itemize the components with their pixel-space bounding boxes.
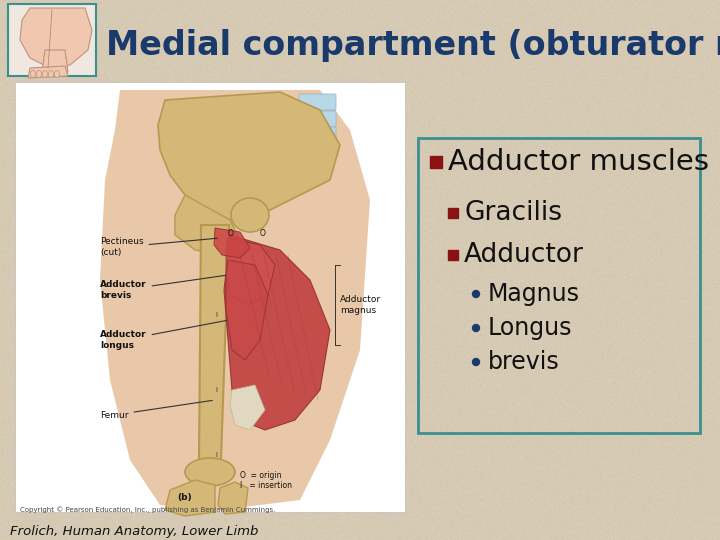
Text: Adductor
longus: Adductor longus [100, 321, 226, 350]
FancyBboxPatch shape [299, 94, 336, 110]
FancyBboxPatch shape [299, 111, 336, 127]
FancyBboxPatch shape [8, 4, 96, 76]
Text: I   = insertion: I = insertion [240, 481, 292, 490]
Ellipse shape [48, 71, 53, 78]
Polygon shape [100, 90, 370, 510]
Text: (b): (b) [178, 493, 192, 502]
Text: O  = origin: O = origin [240, 471, 282, 480]
FancyBboxPatch shape [299, 127, 336, 143]
Ellipse shape [37, 71, 42, 78]
Text: Pectineus
(cut): Pectineus (cut) [100, 237, 217, 256]
Bar [448, 250, 458, 260]
Text: Magnus: Magnus [488, 282, 580, 306]
Text: Copyright © Pearson Education, Inc., publishing as Benjamin Cummings.: Copyright © Pearson Education, Inc., pub… [20, 507, 275, 513]
Text: Longus: Longus [488, 316, 572, 340]
Ellipse shape [42, 71, 48, 78]
Polygon shape [20, 8, 92, 68]
Text: brevis: brevis [488, 350, 559, 374]
Polygon shape [230, 385, 265, 430]
Polygon shape [214, 228, 250, 258]
Ellipse shape [231, 198, 269, 232]
Ellipse shape [472, 359, 480, 366]
Polygon shape [28, 66, 68, 78]
Bar [448, 208, 458, 218]
Text: Gracilis: Gracilis [464, 200, 562, 226]
Ellipse shape [472, 291, 480, 298]
Text: Adductor
brevis: Adductor brevis [100, 275, 225, 300]
Text: O: O [260, 230, 266, 239]
Polygon shape [165, 480, 215, 516]
Polygon shape [218, 482, 248, 514]
Text: Adductor muscles: Adductor muscles [448, 148, 709, 176]
Text: Adductor
magnus: Adductor magnus [340, 295, 381, 315]
Polygon shape [226, 238, 275, 305]
Bar [430, 156, 442, 168]
Ellipse shape [55, 71, 60, 78]
Ellipse shape [472, 325, 480, 332]
FancyBboxPatch shape [15, 82, 405, 512]
Text: I: I [215, 387, 217, 393]
Text: Frolich, Human Anatomy, Lower Limb: Frolich, Human Anatomy, Lower Limb [10, 525, 258, 538]
Polygon shape [175, 195, 240, 255]
Text: I: I [215, 452, 217, 458]
Text: O: O [228, 230, 234, 239]
Polygon shape [226, 260, 268, 360]
Ellipse shape [30, 71, 35, 78]
Polygon shape [158, 92, 340, 220]
Ellipse shape [185, 458, 235, 486]
Polygon shape [42, 50, 68, 72]
Text: I: I [215, 312, 217, 318]
Text: Adductor: Adductor [464, 242, 584, 268]
Polygon shape [224, 235, 330, 430]
Text: Femur: Femur [100, 400, 212, 420]
Polygon shape [199, 225, 229, 460]
Text: Medial compartment (obturator n.): Medial compartment (obturator n.) [106, 30, 720, 63]
